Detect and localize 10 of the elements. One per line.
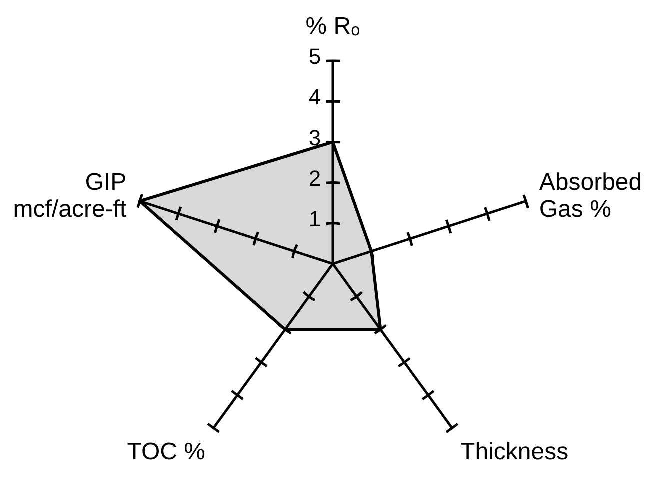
y-tick-label: 1 xyxy=(308,206,322,232)
y-tick-label: 4 xyxy=(308,84,322,110)
y-tick-label: 5 xyxy=(308,44,322,70)
spoke-label: Absorbed Gas % xyxy=(539,169,642,224)
spoke-label: GIP mcf/acre-ft xyxy=(13,169,127,224)
y-tick-label: 3 xyxy=(308,125,322,150)
y-tick-label: 2 xyxy=(308,166,322,191)
spoke-label: Thickness xyxy=(460,438,569,466)
spoke-label: TOC % xyxy=(127,438,206,466)
spoke-label: % Rₒ xyxy=(306,13,360,40)
